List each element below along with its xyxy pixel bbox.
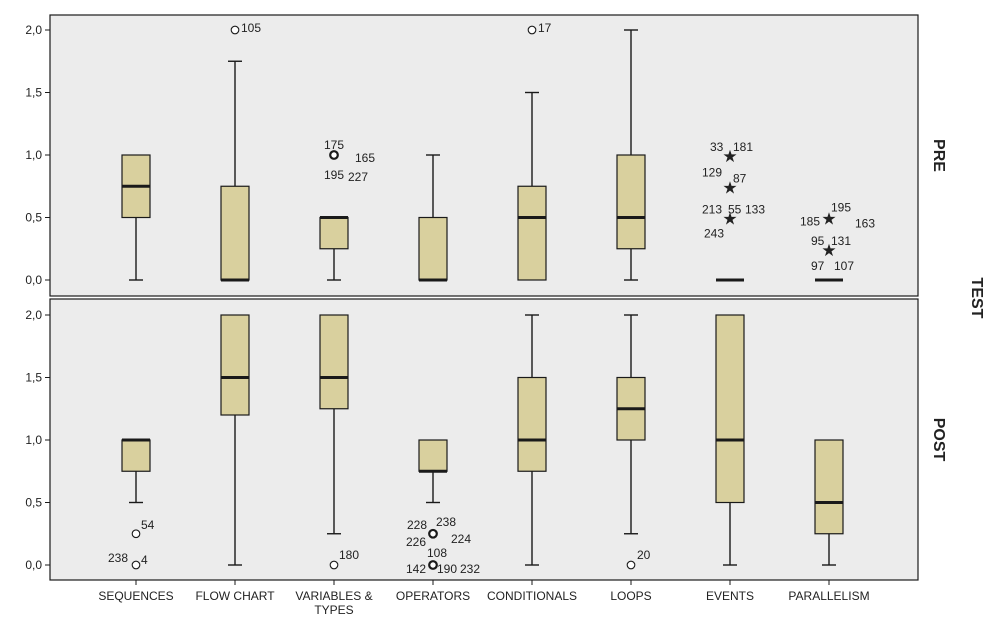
y-tick-label-pre-1: 0,5 — [25, 211, 42, 225]
outlier-post-sequences-1-label-1: 4 — [141, 553, 148, 567]
box-pre-loops-iqr — [616, 154, 646, 250]
outlier-pre-variables-types-1-label-0: 175 — [324, 138, 344, 152]
outlier-post-sequences-1-marker — [131, 560, 141, 570]
outlier-post-operators-4-label-2: 190 — [437, 562, 457, 576]
outlier-pre-parallelism-7-label-1: 131 — [831, 234, 851, 248]
y-tick-label-pre-0: 0,0 — [25, 273, 42, 287]
x-tick-label-parallelism: PARALLELISM — [788, 589, 869, 603]
box-pre-variables-types-iqr — [319, 216, 349, 250]
outlier-post-variables-types-2-label-0: 180 — [339, 548, 359, 562]
outlier-pre-parallelism-7-marker: ★ — [821, 241, 836, 260]
panel-pre-background — [49, 14, 919, 297]
outlier-post-sequences-0-label-0: 54 — [141, 518, 155, 532]
outlier-pre-events-5-label-3: 243 — [704, 227, 724, 241]
outlier-post-operators-3-label-2: 224 — [451, 532, 471, 546]
outlier-post-operators-4-label-1: 142 — [406, 562, 426, 576]
outlier-pre-parallelism-7-label-0: 95 — [811, 234, 825, 248]
outlier-pre-parallelism-7-label-2: 97 — [811, 259, 825, 273]
outlier-pre-conditionals-2-marker — [527, 25, 537, 35]
outlier-pre-flow-chart-0-marker — [230, 25, 240, 35]
x-tick-label-loops: LOOPS — [610, 589, 651, 603]
outlier-post-loops-5-label-0: 20 — [637, 548, 651, 562]
outlier-pre-variables-types-1-label-1: 165 — [355, 151, 375, 165]
outlier-post-loops-5-marker — [626, 560, 636, 570]
outlier-pre-events-5-marker: ★ — [722, 210, 737, 229]
panel-label-post: POST — [930, 418, 947, 462]
y-tick-label-post-4: 2,0 — [25, 308, 42, 322]
outlier-post-operators-3-label-0: 228 — [407, 518, 427, 532]
outlier-pre-parallelism-6-marker: ★ — [821, 210, 836, 229]
outlier-post-operators-4-label-0: 108 — [427, 546, 447, 560]
outlier-pre-events-3-marker: ★ — [722, 147, 737, 166]
outlier-post-sequences-1-label-0: 238 — [108, 551, 128, 565]
panel-label-pre: PRE — [930, 139, 947, 172]
y-tick-label-pre-3: 1,5 — [25, 86, 42, 100]
panel-post-background — [49, 298, 919, 581]
y-tick-label-post-2: 1,0 — [25, 433, 42, 447]
outlier-pre-events-5-label-2: 133 — [745, 203, 765, 217]
outlier-pre-parallelism-7-label-3: 107 — [834, 259, 854, 273]
x-tick-label-sequences: SEQUENCES — [98, 589, 173, 603]
outlier-post-operators-3-label-1: 238 — [436, 515, 456, 529]
box-post-sequences-iqr — [121, 439, 151, 472]
outlier-post-operators-3-marker — [428, 528, 438, 539]
outlier-pre-events-5-label-1: 55 — [728, 203, 742, 217]
outlier-post-operators-3-label-3: 226 — [406, 535, 426, 549]
box-post-flow-chart-iqr — [220, 314, 250, 416]
outlier-pre-flow-chart-0-label-0: 105 — [241, 21, 261, 35]
y-tick-label-pre-4: 2,0 — [25, 23, 42, 37]
x-tick-label-operators: OPERATORS — [396, 589, 470, 603]
outlier-post-variables-types-2-marker — [329, 560, 339, 570]
y-tick-label-post-3: 1,5 — [25, 371, 42, 385]
outlier-pre-variables-types-1-marker — [329, 150, 339, 160]
y-tick-label-pre-2: 1,0 — [25, 148, 42, 162]
outlier-pre-variables-types-1-label-3: 227 — [348, 170, 368, 184]
outlier-post-sequences-0-marker — [131, 529, 141, 539]
facet-label: TEST — [968, 278, 985, 319]
outlier-pre-events-4-label-1: 87 — [733, 171, 747, 185]
x-tick-label-conditionals: CONDITIONALS — [487, 589, 577, 603]
outlier-pre-events-4-marker: ★ — [722, 178, 737, 197]
box-post-operators-iqr — [418, 439, 448, 472]
y-tick-label-post-1: 0,5 — [25, 496, 42, 510]
outlier-post-operators-4-label-3: 232 — [460, 562, 480, 576]
outlier-pre-parallelism-6-label-2: 163 — [855, 217, 875, 231]
x-tick-label-variables-types: VARIABLES & TYPES — [295, 589, 372, 617]
box-post-variables-types-iqr — [319, 314, 349, 410]
box-pre-flow-chart-iqr — [220, 185, 250, 281]
box-post-conditionals-iqr — [517, 376, 547, 472]
box-pre-conditionals-iqr — [517, 185, 547, 281]
outlier-pre-conditionals-2-label-0: 17 — [538, 21, 552, 35]
outlier-pre-events-3-label-0: 33 — [710, 140, 724, 154]
box-post-parallelism-iqr — [814, 439, 844, 535]
x-tick-label-flow-chart: FLOW CHART — [195, 589, 275, 603]
box-post-events-iqr — [715, 314, 745, 504]
outlier-pre-events-4-label-0: 129 — [702, 165, 722, 179]
outlier-pre-parallelism-6-label-0: 195 — [831, 201, 851, 215]
y-tick-label-post-0: 0,0 — [25, 558, 42, 572]
outlier-pre-parallelism-6-label-1: 185 — [800, 215, 820, 229]
box-pre-operators-iqr — [418, 216, 448, 281]
outlier-pre-variables-types-1-label-2: 195 — [324, 168, 344, 182]
outlier-pre-events-3-label-1: 181 — [733, 140, 753, 154]
x-tick-label-events: EVENTS — [706, 589, 754, 603]
outlier-pre-events-5-label-0: 213 — [702, 203, 722, 217]
outlier-post-operators-4-marker — [428, 560, 438, 570]
